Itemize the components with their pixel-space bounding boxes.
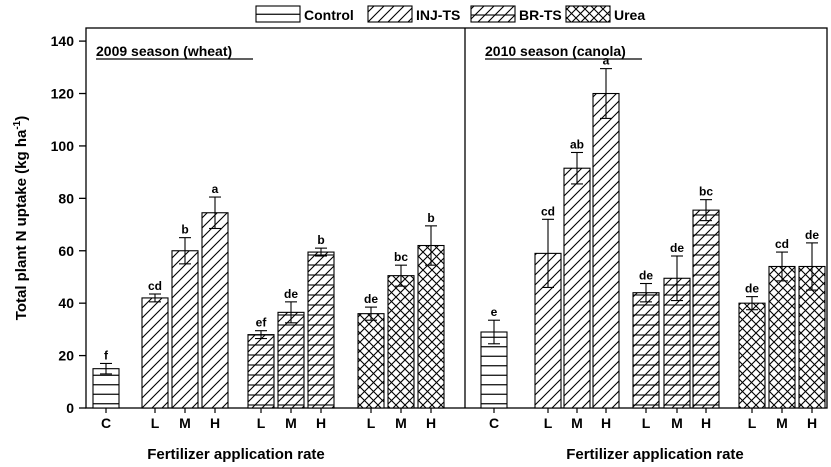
x-tick-label: M bbox=[285, 415, 297, 431]
legend-swatch bbox=[565, 5, 611, 23]
bar bbox=[480, 331, 508, 409]
legend-label: BR-TS bbox=[519, 7, 562, 23]
panel-title: 2010 season (canola) bbox=[485, 43, 626, 59]
bar bbox=[171, 250, 199, 409]
bar bbox=[201, 212, 229, 409]
y-tick-label: 120 bbox=[51, 86, 75, 102]
x-tick-label: C bbox=[101, 415, 111, 431]
y-tick-label: 20 bbox=[58, 348, 74, 364]
bar bbox=[357, 313, 385, 409]
bar bbox=[247, 334, 275, 409]
significance-letter: ef bbox=[256, 316, 268, 330]
x-tick-label: L bbox=[748, 415, 757, 431]
legend-label: Control bbox=[304, 7, 354, 23]
bar bbox=[632, 292, 660, 409]
significance-letter: cd bbox=[775, 237, 789, 251]
significance-letter: bc bbox=[394, 250, 408, 264]
y-axis-label-superscript: -1 bbox=[12, 120, 23, 129]
bar bbox=[417, 244, 445, 409]
panel-title: 2009 season (wheat) bbox=[96, 43, 232, 59]
panel-2: 2010 season (canola) Fertilizer applicati… bbox=[480, 43, 826, 463]
x-tick-label: H bbox=[807, 415, 817, 431]
significance-letter: de bbox=[805, 228, 819, 242]
bar bbox=[692, 209, 720, 409]
x-tick-label: L bbox=[151, 415, 160, 431]
x-tick-label: M bbox=[671, 415, 683, 431]
y-tick-label: 0 bbox=[66, 400, 74, 416]
y-axis-label: Total plant N uptake (kg ha-1) bbox=[12, 116, 30, 320]
significance-letter: f bbox=[104, 348, 109, 362]
plot-frame bbox=[85, 27, 828, 409]
legend-label: Urea bbox=[614, 7, 645, 23]
significance-letter: bc bbox=[699, 185, 713, 199]
y-axis-label-text: Total plant N uptake (kg ha bbox=[13, 129, 30, 320]
significance-letter: cd bbox=[541, 204, 555, 218]
y-tick-label: 40 bbox=[58, 295, 74, 311]
x-axis-label: Fertilizer application rate bbox=[147, 446, 325, 463]
significance-letter: cd bbox=[148, 279, 162, 293]
y-axis-label-close: ) bbox=[13, 116, 30, 121]
plot-border bbox=[85, 27, 828, 409]
x-tick-label: L bbox=[257, 415, 266, 431]
x-tick-label: H bbox=[701, 415, 711, 431]
y-tick-label: 100 bbox=[51, 138, 75, 154]
significance-letter: de bbox=[639, 269, 653, 283]
x-tick-label: H bbox=[601, 415, 611, 431]
significance-letter: b bbox=[181, 223, 188, 237]
x-tick-label: C bbox=[489, 415, 499, 431]
legend-swatch bbox=[367, 5, 413, 23]
bar bbox=[141, 297, 169, 409]
bar bbox=[92, 368, 120, 409]
panel-1: 2009 season (wheat) Fertilizer applicatio… bbox=[92, 43, 445, 463]
significance-letter: ab bbox=[570, 137, 584, 151]
x-axis-label: Fertilizer application rate bbox=[566, 446, 744, 463]
x-tick-label: M bbox=[776, 415, 788, 431]
bar bbox=[563, 167, 591, 409]
significance-letter: de bbox=[745, 282, 759, 296]
significance-letter: e bbox=[491, 305, 498, 319]
significance-letter: a bbox=[212, 182, 219, 196]
x-tick-label: M bbox=[179, 415, 191, 431]
bar bbox=[768, 265, 796, 409]
bar bbox=[592, 92, 620, 409]
legend-label: INJ-TS bbox=[416, 7, 460, 23]
y-axis: 0 20 40 60 80 100 120 140 bbox=[51, 33, 86, 416]
significance-letter: a bbox=[603, 54, 610, 68]
significance-letter: de bbox=[284, 287, 298, 301]
bar bbox=[307, 251, 335, 409]
x-tick-label: M bbox=[571, 415, 583, 431]
x-tick-label: L bbox=[642, 415, 651, 431]
significance-letter: b bbox=[427, 211, 434, 225]
x-tick-label: H bbox=[210, 415, 220, 431]
x-tick-label: L bbox=[544, 415, 553, 431]
legend: Control INJ-TS BR-TS Urea bbox=[255, 5, 645, 23]
bar bbox=[277, 311, 305, 409]
significance-letter: de bbox=[364, 292, 378, 306]
legend-swatch bbox=[255, 5, 301, 23]
y-tick-label: 80 bbox=[58, 190, 74, 206]
panels: 2009 season (wheat) Fertilizer applicatio… bbox=[92, 43, 826, 463]
bar bbox=[387, 275, 415, 409]
bar bbox=[738, 302, 766, 409]
y-tick-label: 60 bbox=[58, 243, 74, 259]
significance-letter: de bbox=[670, 241, 684, 255]
legend-swatch bbox=[470, 5, 516, 23]
significance-letter: b bbox=[317, 233, 324, 247]
x-tick-label: H bbox=[316, 415, 326, 431]
y-tick-label: 140 bbox=[51, 33, 75, 49]
x-tick-label: H bbox=[426, 415, 436, 431]
x-tick-label: L bbox=[367, 415, 376, 431]
x-tick-label: M bbox=[395, 415, 407, 431]
